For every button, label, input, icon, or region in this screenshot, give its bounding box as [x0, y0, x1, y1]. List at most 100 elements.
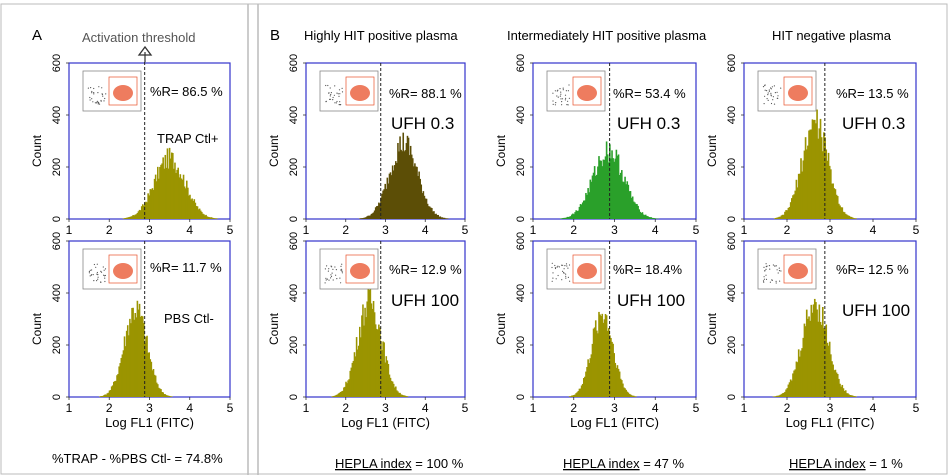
- histogram-bar: [815, 123, 817, 219]
- x-tick-label: 2: [106, 223, 113, 237]
- inset-dot: [97, 92, 99, 94]
- histogram-bar: [353, 352, 356, 397]
- histogram-bar: [185, 180, 188, 219]
- x-tick-label: 2: [342, 401, 349, 415]
- histogram-bar: [412, 158, 414, 219]
- histogram-bar: [128, 335, 130, 397]
- histogram-bar: [145, 201, 147, 219]
- inset-dot: [103, 100, 105, 102]
- inset-dot: [565, 263, 568, 265]
- panel-a-footer: %TRAP - %PBS Ctl- = 74.8%: [52, 451, 223, 466]
- histogram-bar: [776, 395, 778, 397]
- inset-dot: [770, 102, 773, 105]
- histogram-bar: [398, 151, 400, 219]
- inset-dot: [778, 270, 781, 272]
- histogram-bar: [850, 216, 853, 219]
- inset-dot: [772, 96, 775, 98]
- inset-dot: [326, 265, 328, 267]
- histogram-bar: [441, 217, 444, 219]
- histogram-bar: [580, 204, 583, 219]
- histogram-bar: [406, 135, 409, 219]
- histogram-bar: [854, 396, 856, 397]
- histogram-bar: [108, 390, 111, 397]
- inset-dot: [93, 92, 95, 94]
- inset-dot: [341, 87, 343, 89]
- histogram-bar: [792, 195, 794, 219]
- y-tick-label: 400: [288, 106, 300, 124]
- histogram-bar: [581, 383, 584, 397]
- x-tick-label: 2: [570, 223, 577, 237]
- inset-dot: [336, 278, 338, 280]
- histogram-bar: [332, 396, 335, 397]
- histogram-bar: [130, 323, 132, 397]
- histogram-bar: [397, 143, 399, 219]
- x-tick-label: 1: [66, 223, 73, 237]
- histogram-bar: [431, 208, 433, 219]
- histogram-bar: [591, 175, 594, 219]
- histogram-bar: [605, 315, 608, 397]
- y-tick-label: 600: [726, 54, 738, 72]
- histogram-bar: [611, 150, 613, 219]
- histogram-bar: [439, 216, 442, 219]
- inset-dot: [335, 102, 337, 104]
- histogram-bar: [820, 137, 823, 219]
- histogram-bar: [614, 362, 617, 397]
- histogram-bar: [598, 311, 600, 397]
- histogram-bar: [370, 213, 373, 219]
- histogram-bar: [802, 337, 805, 397]
- histogram-bar: [639, 211, 642, 219]
- histogram-bar: [445, 218, 448, 219]
- x-tick-label: 1: [303, 223, 310, 237]
- inset-dot: [330, 274, 332, 276]
- histogram-bar: [564, 217, 567, 219]
- histogram-bar: [356, 349, 359, 397]
- histogram-bar: [778, 216, 781, 219]
- histogram-bar: [615, 367, 618, 397]
- histogram-bar: [179, 174, 182, 219]
- histogram-bar: [360, 218, 362, 219]
- inset-dot: [327, 270, 329, 272]
- inset-dot: [326, 278, 328, 280]
- inset-gate: [572, 254, 602, 284]
- histogram-bar: [605, 141, 608, 219]
- histogram-bar: [189, 194, 191, 219]
- inset-dot: [773, 85, 776, 87]
- inset-dot: [770, 92, 772, 94]
- histogram-bar: [160, 389, 162, 397]
- inset-dot: [765, 274, 767, 276]
- inset-dot: [777, 272, 779, 274]
- inset-dot: [776, 91, 778, 93]
- histogram-bar: [118, 366, 120, 397]
- inset-dot: [338, 89, 341, 91]
- histogram-bar: [796, 187, 799, 219]
- histogram-bar: [362, 218, 364, 219]
- histogram-bar: [569, 216, 572, 219]
- inset-dot: [92, 101, 94, 103]
- histogram-bar: [375, 206, 378, 219]
- histogram-bar: [331, 396, 333, 397]
- histogram-bar: [810, 304, 813, 397]
- histogram-bar: [379, 203, 381, 219]
- y-axis-label: Count: [494, 134, 508, 167]
- histogram-bar: [838, 378, 840, 397]
- inset-dot: [96, 273, 98, 275]
- histogram-bar: [422, 191, 425, 219]
- inset-dot: [560, 98, 562, 100]
- histogram-bar: [416, 166, 418, 219]
- histogram-bar: [630, 197, 633, 219]
- histogram-bar: [815, 302, 817, 397]
- histogram-bar: [823, 327, 825, 397]
- inset-dot: [565, 90, 568, 92]
- histogram-bar: [784, 211, 786, 219]
- histogram-bar: [377, 329, 379, 397]
- histogram-bar: [841, 207, 844, 219]
- activation-threshold-label: Activation threshold: [82, 30, 195, 45]
- histogram-bar: [624, 388, 626, 397]
- histogram-bar: [354, 356, 357, 397]
- histogram-bar: [573, 394, 575, 397]
- histogram-bar: [793, 194, 795, 219]
- histogram-bar: [140, 206, 143, 219]
- histogram-bar: [634, 202, 636, 219]
- histogram-bar: [167, 168, 170, 219]
- inset-dot: [554, 90, 557, 92]
